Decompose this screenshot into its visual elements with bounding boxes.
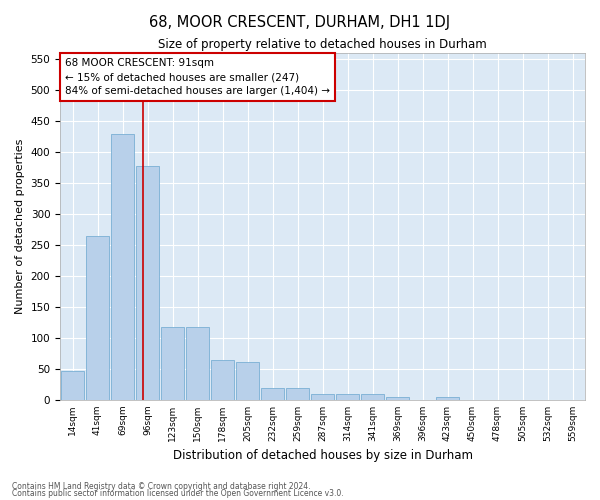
Text: Contains public sector information licensed under the Open Government Licence v3: Contains public sector information licen… <box>12 490 344 498</box>
Bar <box>186 327 209 400</box>
Bar <box>61 371 84 400</box>
Text: 68 MOOR CRESCENT: 91sqm
← 15% of detached houses are smaller (247)
84% of semi-d: 68 MOOR CRESCENT: 91sqm ← 15% of detache… <box>65 58 330 96</box>
Bar <box>136 166 159 400</box>
Y-axis label: Number of detached properties: Number of detached properties <box>15 139 25 314</box>
Bar <box>236 362 259 400</box>
Bar <box>111 134 134 400</box>
Bar <box>336 394 359 400</box>
Bar <box>211 360 234 400</box>
Bar <box>361 394 384 400</box>
Title: Size of property relative to detached houses in Durham: Size of property relative to detached ho… <box>158 38 487 51</box>
Bar <box>286 388 309 400</box>
Bar <box>161 327 184 400</box>
Bar <box>261 388 284 400</box>
Bar <box>311 394 334 400</box>
Bar <box>386 397 409 400</box>
X-axis label: Distribution of detached houses by size in Durham: Distribution of detached houses by size … <box>173 450 473 462</box>
Bar <box>436 397 459 400</box>
Bar <box>86 236 109 400</box>
Text: Contains HM Land Registry data © Crown copyright and database right 2024.: Contains HM Land Registry data © Crown c… <box>12 482 311 491</box>
Text: 68, MOOR CRESCENT, DURHAM, DH1 1DJ: 68, MOOR CRESCENT, DURHAM, DH1 1DJ <box>149 15 451 30</box>
